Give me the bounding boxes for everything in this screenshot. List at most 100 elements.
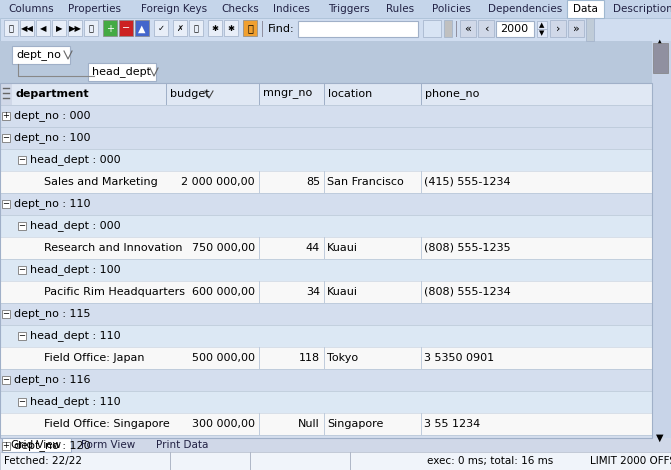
Text: ✗: ✗ bbox=[176, 24, 183, 33]
Bar bbox=[496, 21, 534, 37]
Bar bbox=[2, 376, 10, 384]
Text: Indices: Indices bbox=[273, 4, 310, 14]
Text: dept_no : 110: dept_no : 110 bbox=[14, 198, 91, 210]
Text: Pacific Rim Headquarters: Pacific Rim Headquarters bbox=[44, 287, 185, 297]
Text: dept_no : 100: dept_no : 100 bbox=[14, 133, 91, 143]
Bar bbox=[103, 20, 117, 36]
Text: Policies: Policies bbox=[432, 4, 471, 14]
Text: +: + bbox=[3, 111, 9, 120]
Text: ◀◀: ◀◀ bbox=[21, 24, 34, 33]
Text: Sales and Marketing: Sales and Marketing bbox=[44, 177, 158, 187]
Bar bbox=[324, 237, 325, 259]
Text: 500 000,00: 500 000,00 bbox=[192, 353, 255, 363]
Bar bbox=[537, 21, 547, 29]
Bar bbox=[0, 41, 652, 83]
Text: Checks: Checks bbox=[221, 4, 259, 14]
Text: Rules: Rules bbox=[386, 4, 415, 14]
Bar bbox=[68, 20, 82, 36]
Bar bbox=[586, 18, 594, 41]
Bar bbox=[0, 347, 652, 369]
Text: dept_no : 120: dept_no : 120 bbox=[14, 440, 91, 452]
Bar bbox=[259, 171, 260, 193]
Bar bbox=[88, 63, 156, 81]
Text: Properties: Properties bbox=[68, 4, 121, 14]
Bar bbox=[0, 435, 652, 457]
Text: head_dept : 100: head_dept : 100 bbox=[30, 265, 121, 275]
Bar bbox=[2, 442, 10, 450]
Text: department: department bbox=[15, 89, 89, 99]
Text: Columns: Columns bbox=[8, 4, 54, 14]
Bar bbox=[0, 105, 652, 127]
Text: −: − bbox=[19, 266, 25, 274]
Text: Data: Data bbox=[573, 4, 598, 14]
Bar bbox=[259, 281, 260, 303]
Bar bbox=[2, 438, 70, 452]
Bar bbox=[208, 20, 222, 36]
Bar bbox=[18, 398, 26, 406]
Bar bbox=[2, 112, 10, 120]
Text: dept_no : 115: dept_no : 115 bbox=[14, 308, 91, 320]
Text: 750 000,00: 750 000,00 bbox=[192, 243, 255, 253]
Bar bbox=[2, 134, 10, 142]
Bar bbox=[12, 46, 70, 64]
Bar bbox=[421, 171, 422, 193]
Bar bbox=[568, 20, 584, 37]
Bar bbox=[0, 369, 652, 391]
Text: ‹: ‹ bbox=[484, 24, 488, 34]
Bar bbox=[0, 149, 652, 171]
Bar bbox=[0, 237, 652, 259]
Text: −: − bbox=[19, 156, 25, 164]
Bar bbox=[18, 332, 26, 340]
Bar bbox=[0, 452, 671, 470]
Bar bbox=[20, 20, 34, 36]
Bar bbox=[0, 127, 652, 149]
Text: 2 000 000,00: 2 000 000,00 bbox=[181, 177, 255, 187]
Text: (415) 555-1234: (415) 555-1234 bbox=[424, 177, 511, 187]
Text: ▶: ▶ bbox=[56, 24, 62, 33]
Text: San Francisco: San Francisco bbox=[327, 177, 404, 187]
Bar bbox=[0, 83, 652, 438]
Text: Triggers: Triggers bbox=[328, 4, 370, 14]
Text: 3 5350 0901: 3 5350 0901 bbox=[424, 353, 494, 363]
Text: −: − bbox=[19, 331, 25, 340]
Bar bbox=[170, 452, 171, 470]
Bar bbox=[0, 0, 671, 18]
Text: 118: 118 bbox=[299, 353, 320, 363]
Text: head_dept : 000: head_dept : 000 bbox=[30, 220, 121, 231]
Bar bbox=[0, 391, 652, 413]
Bar bbox=[0, 237, 652, 259]
Bar bbox=[0, 193, 652, 215]
Bar bbox=[421, 347, 422, 369]
Bar bbox=[324, 83, 325, 105]
Text: Foreign Keys: Foreign Keys bbox=[140, 4, 207, 14]
Bar bbox=[423, 20, 441, 37]
Text: 3 55 1234: 3 55 1234 bbox=[424, 419, 480, 429]
Text: Form View: Form View bbox=[81, 440, 135, 450]
Bar bbox=[259, 347, 260, 369]
Bar bbox=[0, 18, 671, 41]
Text: −: − bbox=[3, 199, 9, 209]
Bar bbox=[537, 29, 547, 37]
Text: ▲: ▲ bbox=[539, 22, 545, 28]
Bar bbox=[0, 325, 652, 347]
Bar bbox=[2, 200, 10, 208]
Text: ▲: ▲ bbox=[656, 38, 664, 48]
Bar bbox=[154, 20, 168, 36]
Bar bbox=[119, 20, 133, 36]
Text: (808) 555-1235: (808) 555-1235 bbox=[424, 243, 511, 253]
Text: head_dept : 000: head_dept : 000 bbox=[30, 155, 121, 165]
Bar bbox=[324, 281, 325, 303]
Bar bbox=[0, 83, 12, 105]
Text: Tokyo: Tokyo bbox=[327, 353, 358, 363]
Bar bbox=[4, 20, 18, 36]
Text: ▶▶: ▶▶ bbox=[68, 24, 81, 33]
Bar bbox=[18, 156, 26, 164]
Bar bbox=[324, 171, 325, 193]
Bar bbox=[550, 20, 566, 37]
Text: »: » bbox=[572, 24, 579, 34]
Bar bbox=[173, 20, 187, 36]
Text: exec: 0 ms; total: 16 ms: exec: 0 ms; total: 16 ms bbox=[427, 456, 553, 466]
Bar bbox=[0, 347, 652, 369]
Bar bbox=[652, 41, 671, 440]
Bar bbox=[421, 413, 422, 435]
